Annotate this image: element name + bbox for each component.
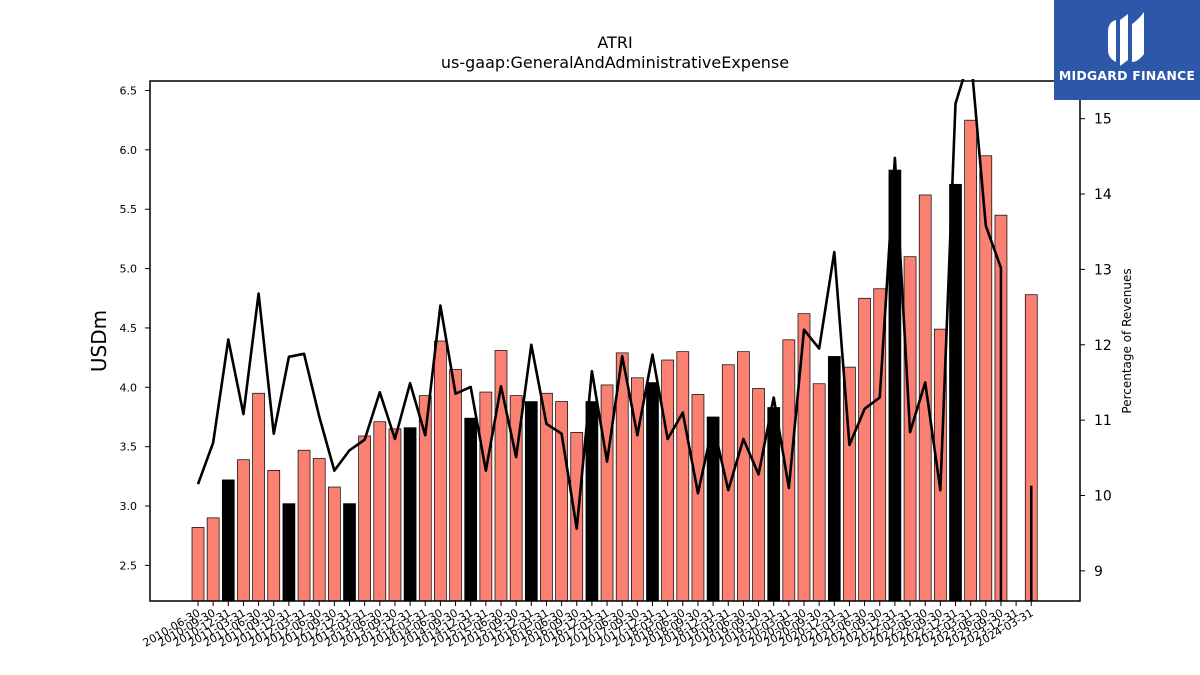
- right-axis-ticks: 9 10 11 12 13 14 15: [1080, 112, 1112, 580]
- bar-2022-12-31: [949, 183, 962, 602]
- bar-2019-03-31: [721, 364, 735, 602]
- bar-2019-09-30: [752, 388, 765, 602]
- y-tick-label: 6.5: [120, 84, 138, 97]
- y2-axis-label: Percentage of Revenues: [1120, 268, 1134, 413]
- y-tick-label: 3.5: [120, 441, 138, 454]
- bar-2012-09-30: [328, 486, 341, 602]
- y2-tick-label: 12: [1094, 338, 1112, 354]
- bar-2012-12-31: [343, 503, 356, 602]
- bar-2018-09-30: [691, 394, 705, 602]
- chart-subtitle: us-gaap:GeneralAndAdministrativeExpense: [441, 53, 789, 72]
- bar-2013-06-30: [373, 421, 387, 602]
- bar-2010-06-30: [191, 527, 205, 602]
- bar-2015-03-31: [479, 391, 493, 602]
- y2-tick-label: 13: [1094, 262, 1112, 278]
- bar-2017-12-31: [646, 382, 659, 602]
- bar-2011-09-30: [267, 470, 281, 602]
- chart-title: ATRI: [597, 33, 632, 52]
- y-tick-label: 4.5: [120, 322, 138, 335]
- y-tick-label: 2.5: [120, 559, 138, 572]
- midgard-logo-icon: [1108, 12, 1144, 66]
- bar-2019-06-30: [737, 351, 750, 602]
- bar-2014-12-31: [464, 417, 478, 602]
- left-axis-ticks: 2.5 3.0 3.5 4.0 4.5 5.0 5.5 6.0 6.5: [120, 84, 150, 572]
- bar-2010-09-30: [206, 517, 220, 602]
- bar-2020-09-30: [812, 383, 826, 602]
- bar-2011-06-30: [252, 392, 265, 602]
- bar-2013-12-31: [403, 427, 417, 602]
- y-tick-label: 5.0: [120, 263, 138, 276]
- bar-2014-06-30: [434, 340, 447, 602]
- revenue-percentage-line: [196, 79, 1033, 601]
- bar-2015-12-31: [524, 401, 538, 602]
- bar-2020-12-31: [827, 356, 841, 602]
- y2-tick-label: 14: [1094, 187, 1112, 203]
- y-tick-label: 6.0: [120, 144, 138, 157]
- bar-2010-12-31: [221, 479, 235, 602]
- plot-frame: [149, 80, 1081, 602]
- y-axis-label: USDm: [87, 310, 111, 372]
- bar-2014-09-30: [449, 369, 462, 602]
- revenue-percentage-line-segment: [196, 79, 1003, 601]
- bar-2012-06-30: [312, 458, 326, 602]
- bar-2020-06-30: [797, 313, 811, 602]
- bar-2013-03-31: [358, 435, 371, 602]
- x-axis-ticks: 2010-06-302010-09-302010-12-312011-03-31…: [141, 601, 1036, 650]
- y-tick-label: 3.0: [120, 500, 138, 513]
- bar-2017-03-31: [600, 384, 614, 602]
- bar-2012-03-31: [297, 449, 311, 602]
- bar-2011-12-31: [282, 503, 296, 602]
- y-tick-label: 4.0: [120, 381, 138, 394]
- bar-2013-09-30: [388, 428, 402, 602]
- bar-2016-12-31: [585, 401, 599, 602]
- bars: [191, 119, 1038, 602]
- bar-2021-06-30: [858, 297, 871, 602]
- y2-tick-label: 11: [1094, 413, 1112, 429]
- bar-2023-03-31: [964, 119, 978, 602]
- bar-2018-06-30: [676, 351, 690, 602]
- bar-2011-03-31: [237, 459, 250, 602]
- y2-tick-label: 15: [1094, 112, 1112, 128]
- bar-2018-03-31: [661, 359, 675, 602]
- brand-logo: MIDGARD FINANCE: [1054, 0, 1200, 100]
- bar-2019-12-31: [767, 407, 781, 602]
- logo-text: MIDGARD FINANCE: [1058, 68, 1196, 83]
- y-tick-label: 5.5: [120, 203, 138, 216]
- y2-tick-label: 10: [1094, 488, 1112, 504]
- y2-tick-label: 9: [1094, 564, 1103, 580]
